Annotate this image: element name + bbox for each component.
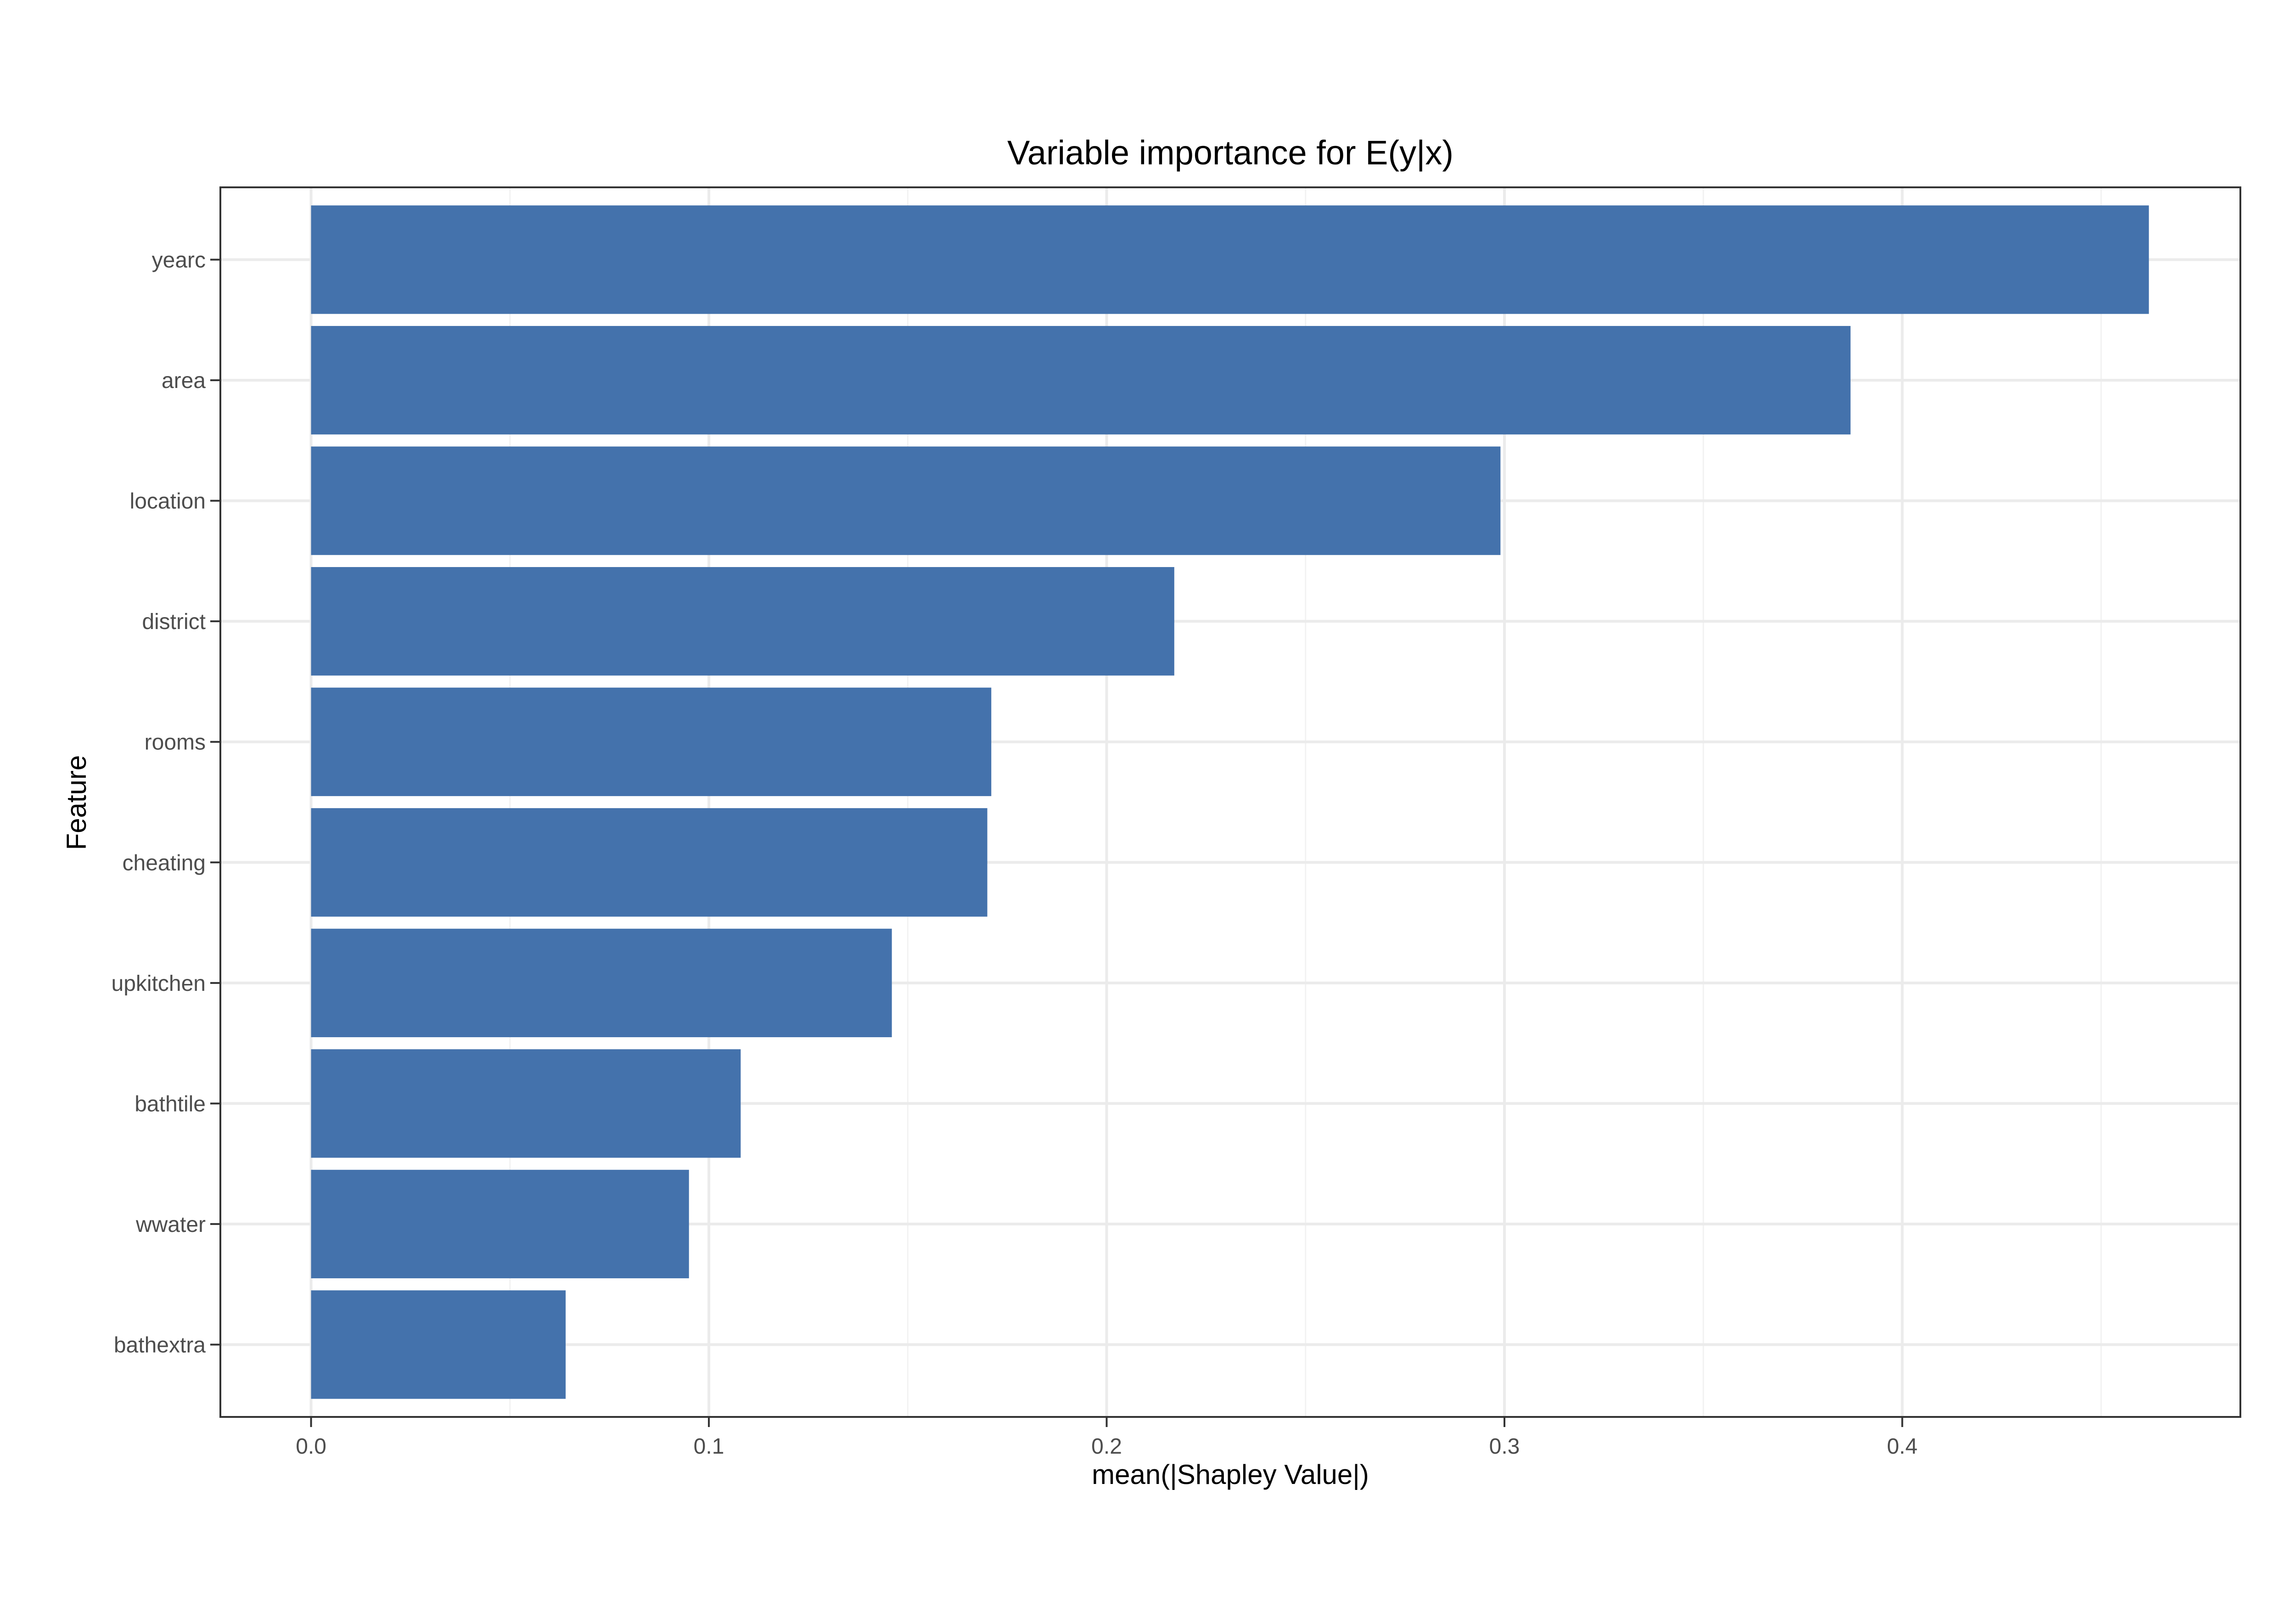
x-tick-label: 0.2	[1091, 1434, 1122, 1459]
bar-rooms	[311, 687, 992, 796]
y-tick-label: location	[130, 489, 206, 514]
y-tick-label: cheating	[123, 851, 206, 875]
bar-location	[311, 446, 1501, 555]
x-tick-label: 0.0	[296, 1434, 326, 1459]
y-tick-label: bathtile	[135, 1092, 206, 1116]
bar-bathtile	[311, 1049, 741, 1158]
bars	[311, 205, 2149, 1399]
bar-bathextra	[311, 1290, 566, 1399]
y-axis-title: Feature	[61, 755, 92, 850]
y-tick-label: area	[162, 369, 206, 393]
panel-border	[219, 186, 2241, 1418]
bar-upkitchen	[311, 928, 892, 1037]
x-tick-label: 0.3	[1489, 1434, 1520, 1459]
y-tick-label: wwater	[135, 1213, 206, 1237]
y-tick-label: rooms	[145, 731, 206, 755]
y-tick-label: bathextra	[114, 1333, 206, 1357]
chart-title: Variable importance for E(y|x)	[1007, 134, 1453, 172]
y-tick-label: upkitchen	[112, 972, 206, 996]
x-tick-label: 0.1	[694, 1434, 724, 1459]
y-tick-label: district	[142, 610, 206, 634]
y-axis: yearc area location district rooms cheating up…	[112, 248, 220, 1357]
x-axis: 0.0 0.1 0.2 0.3 0.4	[296, 1417, 1918, 1459]
bar-wwater	[311, 1169, 689, 1279]
y-tick-label: yearc	[152, 248, 206, 273]
x-axis-title: mean(|Shapley Value|)	[1092, 1459, 1369, 1490]
bar-cheating	[311, 808, 988, 917]
bar-yearc	[311, 205, 2149, 314]
x-tick-label: 0.4	[1887, 1434, 1918, 1459]
bar-district	[311, 567, 1174, 676]
bar-area	[311, 326, 1851, 435]
